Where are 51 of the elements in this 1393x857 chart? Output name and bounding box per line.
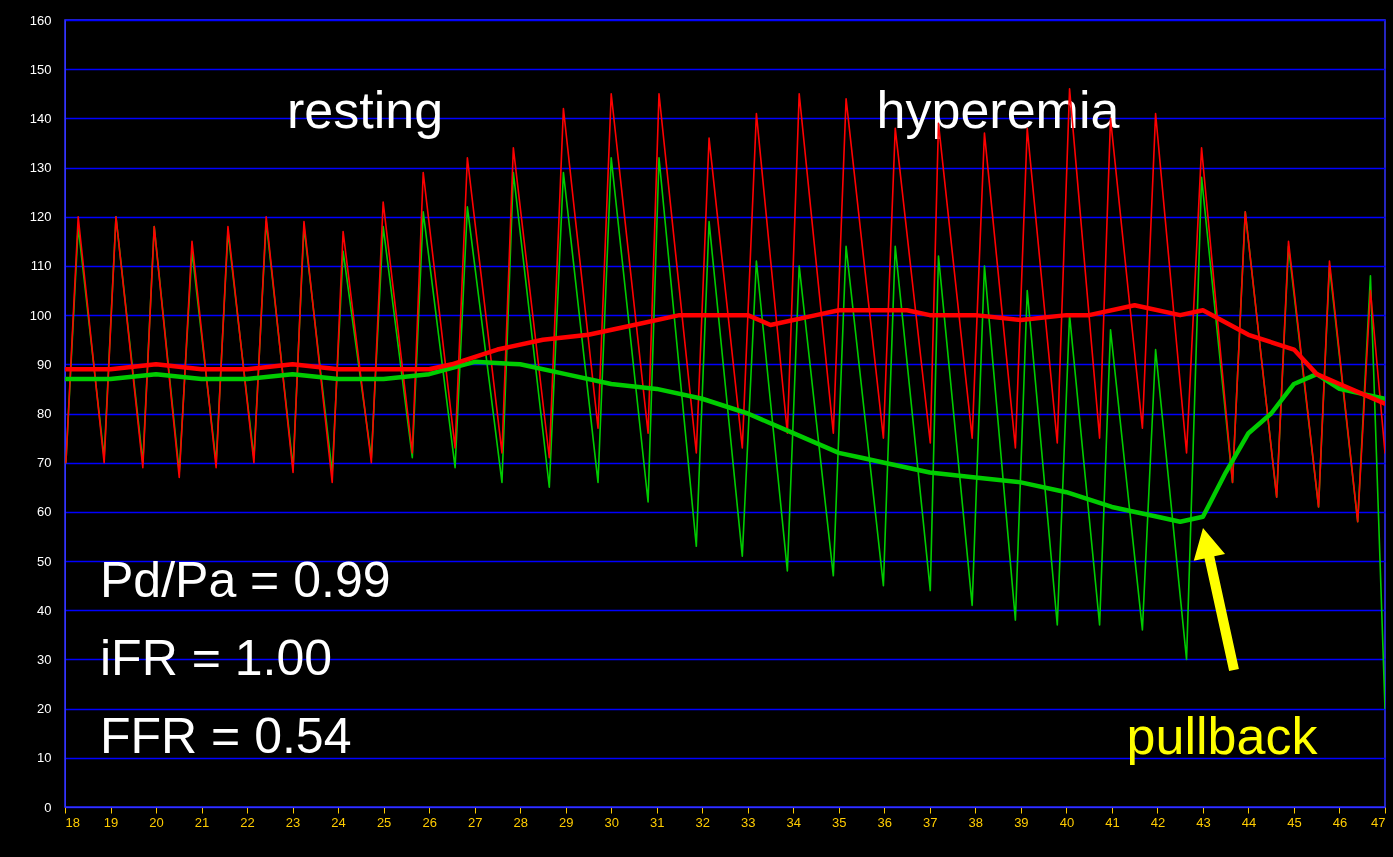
- x-tick-label: 36: [877, 814, 893, 830]
- x-tick-label: 30: [604, 814, 619, 830]
- x-tick-label: 23: [285, 814, 301, 830]
- y-tick-label: 120: [29, 209, 52, 225]
- y-tick-label: 100: [29, 307, 52, 323]
- x-tick-label: 26: [422, 814, 437, 830]
- x-tick-label: 18: [65, 814, 80, 830]
- x-tick-label: 27: [467, 814, 483, 830]
- x-tick-label: 29: [558, 814, 574, 830]
- x-tick-label: 45: [1287, 814, 1302, 830]
- x-tick-label: 43: [1196, 814, 1211, 830]
- x-tick-label: 32: [695, 814, 710, 830]
- y-tick-label: 50: [37, 553, 52, 569]
- x-tick-label: 34: [786, 814, 802, 830]
- y-tick-label: 30: [37, 651, 52, 667]
- line-series: [65, 88, 1385, 523]
- y-tick-label: 150: [29, 61, 52, 77]
- x-tick-label: 42: [1150, 814, 1166, 830]
- x-tick-label: 37: [923, 814, 938, 830]
- x-tick-label: 39: [1014, 814, 1029, 830]
- annotation: FFR = 0.54: [100, 708, 352, 764]
- x-tick-label: 35: [832, 814, 847, 830]
- annotation: Pd/Pa = 0.99: [100, 552, 391, 608]
- x-tick-label: 40: [1059, 814, 1075, 830]
- x-tick-label: 38: [968, 814, 984, 830]
- y-tick-label: 70: [37, 455, 52, 471]
- x-tick-label: 47: [1371, 814, 1386, 830]
- x-tick-label: 20: [149, 814, 164, 830]
- x-tick-label: 31: [649, 814, 665, 830]
- y-tick-label: 0: [44, 799, 52, 815]
- y-tick-label: 160: [29, 12, 52, 28]
- x-tick-label: 21: [194, 814, 210, 830]
- y-tick-label: 140: [29, 110, 52, 126]
- x-tick-label: 41: [1105, 814, 1120, 830]
- y-tick-label: 110: [30, 258, 52, 274]
- y-tick-label: 10: [37, 750, 52, 766]
- y-tick-label: 20: [37, 701, 52, 717]
- x-tick-label: 28: [513, 814, 528, 830]
- y-tick-label: 130: [29, 160, 52, 176]
- x-tick-label: 44: [1241, 814, 1257, 830]
- y-tick-label: 40: [37, 602, 52, 618]
- x-tick-label: 46: [1332, 814, 1348, 830]
- x-tick-label: 33: [741, 814, 756, 830]
- x-tick-label: 25: [376, 814, 392, 830]
- y-tick-label: 90: [37, 356, 52, 372]
- x-tick-label: 22: [240, 814, 255, 830]
- x-tick-label: 24: [331, 814, 346, 830]
- annotation: pullback: [1126, 707, 1319, 765]
- y-tick-label: 60: [37, 504, 52, 520]
- x-tick-label: 19: [103, 814, 119, 830]
- y-tick-label: 80: [37, 406, 52, 421]
